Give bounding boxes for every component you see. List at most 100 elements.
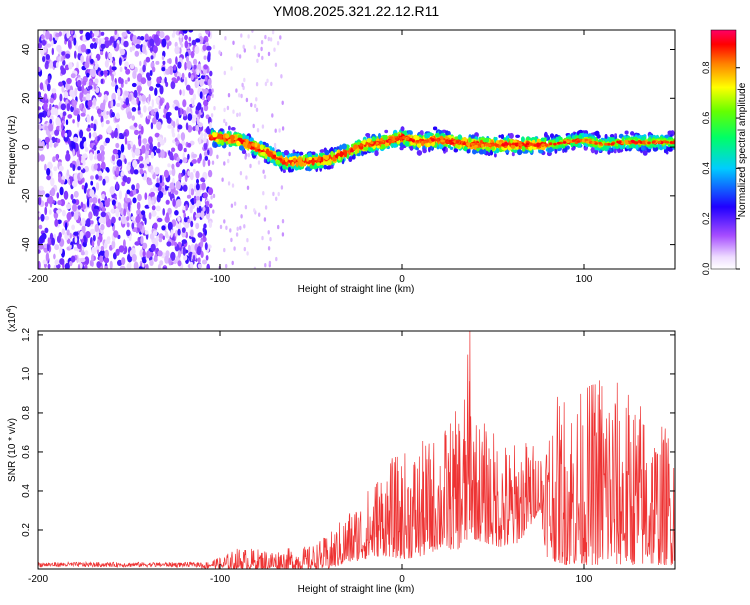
spectrogram-cell <box>191 39 197 46</box>
spectrogram-cell <box>100 223 105 231</box>
spectrogram-cell <box>44 44 47 53</box>
spectrogram-cell <box>90 220 94 225</box>
spectrogram-cell <box>38 112 45 118</box>
spectrogram-cell <box>168 58 172 65</box>
spectrogram-cell <box>348 156 353 162</box>
spectrogram-cell <box>445 147 448 153</box>
spectrogram-cell <box>165 112 170 121</box>
spectrogram-cell <box>155 148 161 154</box>
spectrogram-cell <box>181 239 187 244</box>
spectrogram-cell <box>135 44 141 49</box>
spectrogram-cell <box>86 198 90 208</box>
spectrogram-cell <box>250 137 254 142</box>
spectrogram-cell <box>108 52 113 60</box>
spectrogram-cell <box>66 169 70 177</box>
snr-scale-prefix: (x10 <box>7 312 18 332</box>
spectrogram-cell <box>100 161 106 170</box>
spectrogram-cell <box>157 264 161 269</box>
spectrogram-cell <box>176 199 182 207</box>
spectrogram-cell <box>166 43 170 50</box>
spectrogram-cell <box>221 139 224 146</box>
spectrogram-cell <box>228 151 231 157</box>
spectrogram-cell <box>131 216 135 221</box>
spectrogram-cell <box>417 142 422 148</box>
spectrogram-cell <box>81 217 86 226</box>
spectrogram-cell <box>201 182 206 191</box>
spectrogram-cell <box>624 130 629 135</box>
spectrogram-cell <box>330 151 334 158</box>
spectrogram-cell <box>105 120 110 125</box>
spectrogram-cell <box>249 163 252 169</box>
spectrogram-x-ticks: -200 -100 0 100 <box>28 30 593 285</box>
spectrogram-cell <box>185 204 188 210</box>
spectrogram-cell <box>170 81 176 90</box>
spectrogram-cell <box>252 123 255 129</box>
spectrogram-cell <box>41 232 47 240</box>
spectrogram-cell <box>311 159 315 166</box>
spectrogram-cell <box>326 165 332 170</box>
spectrogram-cell <box>182 246 186 256</box>
spectrogram-cell <box>131 115 135 121</box>
spectrogram-cell <box>191 237 196 244</box>
spectrogram-cell <box>138 95 142 102</box>
spectrogram-cell <box>38 260 41 269</box>
spectrogram-cell <box>126 189 131 195</box>
spectrogram-cell <box>276 151 282 157</box>
spectrogram-cell <box>100 43 106 49</box>
spectrogram-cell <box>160 149 165 159</box>
spectrogram-cell <box>177 143 183 152</box>
spectrogram-cell <box>80 43 87 53</box>
spectrogram-cell <box>190 220 194 228</box>
spectrogram-cell <box>104 36 109 41</box>
spectrogram-cell <box>181 227 186 233</box>
spectrogram-cell <box>165 199 170 205</box>
spectrogram-cell <box>115 142 120 149</box>
spectrogram-cell <box>89 152 94 161</box>
spectrogram-cell <box>110 99 114 109</box>
spectrogram-cell <box>44 206 48 216</box>
spectrogram-cell <box>142 44 147 55</box>
spectrogram-cell <box>140 125 144 135</box>
spectrogram-cell <box>147 115 151 120</box>
spectrogram-cell <box>155 205 161 212</box>
spectrogram-cell <box>205 200 210 207</box>
spectrogram-cell <box>261 124 265 129</box>
spectrogram-cell <box>136 96 139 105</box>
spectrogram-y-tick-label: 20 <box>21 92 32 104</box>
spectrogram-cell <box>174 106 179 111</box>
spectrogram-cell <box>59 93 63 102</box>
spectrogram-cell <box>225 121 228 127</box>
spectrogram-cell <box>578 134 583 140</box>
spectrogram-cell <box>104 39 110 49</box>
spectrogram-cell <box>267 51 271 57</box>
spectrogram-cell <box>179 33 183 39</box>
spectrogram-cell <box>478 149 485 155</box>
spectrogram-cell <box>326 160 331 166</box>
spectrogram-cell <box>550 133 554 139</box>
spectrogram-cell <box>203 99 209 107</box>
spectrogram-cell <box>181 108 184 115</box>
spectrogram-y-label: Frequency (Hz) <box>7 116 18 185</box>
spectrogram-cell <box>339 151 344 158</box>
spectrogram-cell <box>94 64 98 71</box>
spectrogram-cell <box>167 207 172 215</box>
spectrogram-cell <box>208 147 213 157</box>
spectrogram-cell <box>281 126 285 131</box>
spectrogram-cell <box>604 134 608 139</box>
spectrogram-cell <box>97 170 103 176</box>
spectrogram-cell <box>235 88 238 93</box>
spectrogram-cell <box>187 113 193 121</box>
spectrogram-cell <box>148 94 151 102</box>
spectrogram-cell <box>89 228 96 235</box>
spectrogram-cell <box>66 103 71 112</box>
spectrogram-cell <box>500 134 504 140</box>
spectrogram-cell <box>652 140 656 144</box>
snr-y-tick-label: 1.0 <box>21 367 32 381</box>
spectrogram-cell <box>244 155 247 160</box>
spectrogram-cell <box>190 74 194 81</box>
spectrogram-cell <box>566 140 570 144</box>
spectrogram-cell <box>196 178 199 184</box>
spectrogram-cell <box>131 99 137 105</box>
spectrogram-cell <box>54 108 59 117</box>
spectrogram-cell <box>102 215 107 225</box>
